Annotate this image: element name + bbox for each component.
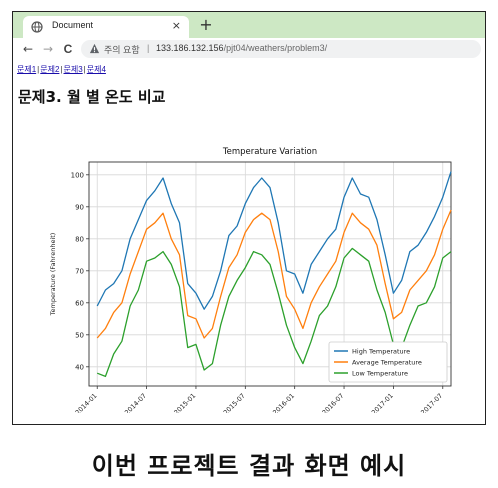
browser-tabstrip: Document × +: [13, 12, 485, 38]
tab-title: Document: [52, 20, 94, 30]
link-problem-4[interactable]: 문제4: [86, 65, 106, 74]
back-button[interactable]: ←: [22, 42, 34, 56]
warning-icon[interactable]: [89, 43, 100, 54]
link-separator: |: [37, 65, 40, 74]
series-line-1: [96, 171, 452, 310]
y-tick-label: 60: [75, 299, 84, 307]
link-separator: |: [83, 65, 86, 74]
page-content: 문제1|문제2|문제3|문제4 문제3. 월 별 온도 비교: [13, 61, 485, 424]
legend-box: [328, 341, 448, 383]
y-tick-label: 70: [75, 267, 84, 275]
reload-button[interactable]: C: [63, 42, 73, 56]
x-tick-label: 2016-01: [271, 392, 296, 413]
browser-toolbar: ← → C 주의 요함 | 133.186.132.156/pjt04/weat…: [13, 38, 485, 60]
x-tick-label: 2015-01: [172, 392, 197, 413]
legend-label: Average Temperature: [352, 359, 422, 367]
x-tick-label: 2017-07: [419, 392, 444, 413]
globe-icon: [31, 21, 43, 33]
link-problem-1[interactable]: 문제1: [17, 65, 37, 74]
series-line-2: [96, 209, 452, 339]
x-tick-label: 2015-07: [222, 392, 247, 413]
y-tick-label: 80: [75, 235, 84, 243]
x-tick-label: 2016-07: [321, 392, 346, 413]
series-line-3: [96, 247, 452, 378]
new-tab-button[interactable]: +: [199, 15, 213, 34]
address-bar[interactable]: 주의 요함 | 133.186.132.156/pjt04/weathers/p…: [81, 40, 481, 58]
legend-label: Low Temperature: [352, 370, 408, 378]
close-tab-icon[interactable]: ×: [171, 19, 181, 32]
forward-button[interactable]: →: [42, 42, 54, 56]
y-tick-label: 100: [71, 171, 84, 179]
url-text[interactable]: 133.186.132.156/pjt04/weathers/problem3/: [156, 43, 327, 53]
y-axis-label: Temperature (Fahrenheit): [49, 233, 57, 317]
legend-label: High Temperature: [352, 348, 410, 356]
browser-tab[interactable]: Document ×: [23, 16, 189, 38]
x-tick-label: 2017-01: [370, 392, 395, 413]
chart-title: Temperature Variation: [222, 147, 317, 157]
link-problem-2[interactable]: 문제2: [40, 65, 60, 74]
url-path: /pjt04/weathers/problem3/: [223, 43, 328, 53]
security-status: 주의 요함: [104, 45, 140, 55]
url-separator: |: [147, 43, 150, 53]
x-tick-label: 2014-01: [74, 392, 99, 413]
link-separator: |: [60, 65, 63, 74]
x-tick-label: 2014-07: [123, 392, 148, 413]
y-tick-label: 90: [75, 203, 84, 211]
temperature-chart: Temperature Variation 40 50 60 70 80 90 100 2014…: [49, 147, 452, 413]
y-tick-label: 40: [75, 363, 84, 371]
y-tick-label: 50: [75, 331, 84, 339]
page-title: 문제3. 월 별 온도 비교: [18, 88, 166, 106]
problem-links: 문제1|문제2|문제3|문제4: [17, 64, 106, 75]
plot-area-border: [88, 161, 452, 387]
caption: 이번 프로젝트 결과 화면 예시: [91, 452, 407, 480]
url-host: 133.186.132.156: [156, 43, 224, 53]
screenshot-frame: Document × + ← → C 주의 요함 | 133.186.132.1…: [12, 11, 486, 425]
link-problem-3[interactable]: 문제3: [63, 65, 83, 74]
